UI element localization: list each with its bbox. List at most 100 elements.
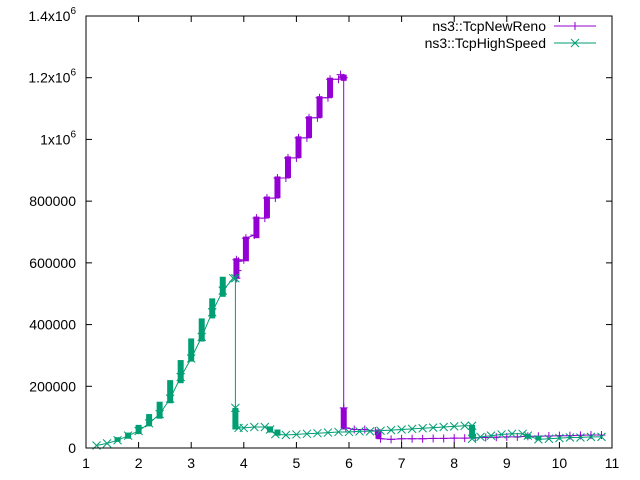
x-tick-label: 3 [187, 455, 195, 471]
dense-marker-block [263, 196, 270, 219]
dense-marker-block [316, 96, 323, 118]
dense-marker-block [188, 338, 195, 362]
plus-marker [341, 423, 350, 432]
x-marker [165, 394, 175, 403]
y-tick-label: 1.4x106 [28, 6, 76, 24]
plus-marker [305, 113, 314, 122]
plus-marker [241, 234, 250, 243]
dense-marker-block [524, 434, 531, 439]
x-marker [523, 431, 533, 441]
x-marker [428, 423, 438, 432]
x-marker [231, 273, 240, 283]
plus-marker [339, 73, 348, 82]
y-tick-label: 400000 [29, 317, 76, 333]
x-marker [239, 423, 249, 433]
plus-marker [292, 153, 301, 162]
x-marker [134, 426, 143, 436]
dense-marker-block [274, 176, 281, 199]
plus-marker [271, 194, 280, 203]
plus-marker [273, 174, 282, 182]
plus-marker [397, 434, 406, 443]
dense-marker-block [146, 414, 153, 427]
y-tick-label: 200000 [29, 378, 76, 394]
plus-marker [302, 133, 311, 142]
dense-marker-block [114, 437, 121, 442]
x-marker [292, 430, 301, 439]
plus-marker [315, 93, 324, 102]
x-tick-label: 10 [552, 455, 568, 471]
x-tick-label: 9 [503, 455, 511, 471]
x-marker [570, 38, 580, 48]
x-tick-label: 7 [398, 455, 406, 471]
plot-frame [85, 15, 613, 449]
dense-marker-block [253, 216, 260, 239]
x-marker [486, 431, 496, 441]
dense-marker-block [209, 298, 216, 319]
x-marker [207, 307, 217, 317]
x-marker [534, 435, 543, 444]
dense-marker-block [242, 236, 249, 262]
plus-marker [283, 153, 292, 162]
dense-marker-block [135, 424, 142, 435]
dense-marker-block [177, 360, 184, 384]
plus-marker [239, 255, 248, 264]
dense-marker-block [295, 136, 302, 158]
dense-marker-block [232, 407, 239, 430]
x-marker [228, 273, 238, 283]
dense-marker-block [284, 156, 291, 178]
plus-marker [294, 133, 303, 142]
x-marker [231, 403, 240, 413]
dense-marker-block [306, 116, 313, 138]
x-marker [260, 422, 270, 432]
x-marker [597, 432, 606, 442]
plus-marker [571, 22, 579, 30]
x-marker [123, 431, 133, 441]
x-marker [497, 430, 506, 439]
x-marker [460, 421, 470, 431]
plus-marker [326, 75, 335, 84]
x-marker [302, 429, 312, 439]
plus-marker [262, 194, 271, 203]
x-tick-label: 6 [345, 455, 353, 471]
plus-marker [565, 431, 574, 440]
y-tick-label: 1x106 [40, 129, 76, 147]
dense-marker-block [469, 424, 476, 439]
x-marker [555, 433, 564, 443]
x-marker [281, 430, 291, 440]
x-marker [507, 429, 517, 439]
x-marker [102, 439, 112, 448]
x-marker [518, 429, 527, 439]
x-marker [344, 427, 354, 437]
x-marker [576, 433, 585, 442]
x-marker [586, 432, 596, 442]
plot-area [92, 70, 606, 450]
x-tick-label: 8 [450, 455, 458, 471]
x-marker [313, 428, 322, 438]
x-marker [249, 422, 259, 432]
axis-ticks: 1 2 3 4 5 6 7 8 9 10 11 0 200000 400000 600000 800000 1x… [28, 6, 619, 471]
x-marker [113, 435, 122, 445]
plus-marker [450, 434, 459, 443]
x-tick-label: 2 [135, 455, 143, 471]
plus-marker [234, 257, 243, 266]
series-line [96, 277, 602, 446]
y-tick-label: 800000 [29, 193, 76, 209]
plus-marker [323, 93, 332, 102]
plus-marker [439, 434, 448, 443]
dense-marker-block [198, 318, 205, 342]
x-marker [334, 427, 343, 437]
plus-marker [481, 433, 490, 442]
x-marker [186, 354, 196, 363]
legend-label: ns3::TcpNewReno [432, 18, 546, 34]
x-marker [449, 422, 459, 431]
x-marker [544, 434, 554, 444]
plus-marker [418, 434, 427, 443]
plus-marker [334, 75, 343, 84]
x-marker [218, 286, 228, 295]
plus-marker [376, 434, 385, 443]
plus-marker [360, 425, 369, 434]
dense-marker-block [219, 276, 226, 297]
x-marker [155, 409, 164, 419]
